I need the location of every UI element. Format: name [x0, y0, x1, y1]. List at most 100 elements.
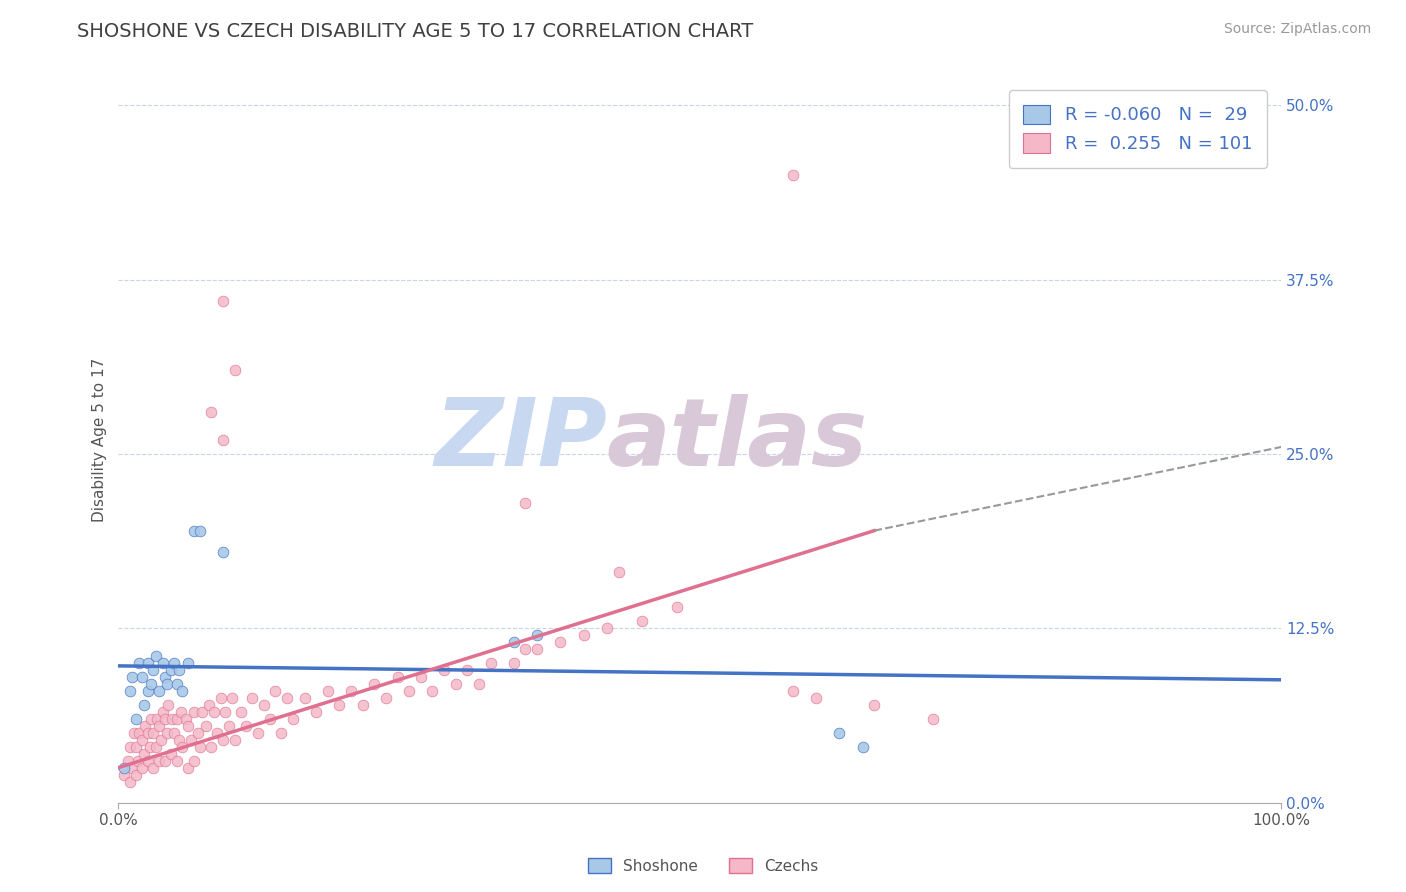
- Point: [163, 656, 186, 670]
- Point: [153, 754, 176, 768]
- Point: [433, 663, 456, 677]
- Point: [159, 747, 181, 761]
- Point: [183, 754, 205, 768]
- Point: [127, 754, 149, 768]
- Point: [136, 726, 159, 740]
- Point: [468, 677, 491, 691]
- Point: [152, 705, 174, 719]
- Point: [139, 739, 162, 754]
- Point: [131, 761, 153, 775]
- Point: [136, 754, 159, 768]
- Point: [180, 732, 202, 747]
- Point: [112, 761, 135, 775]
- Point: [316, 684, 339, 698]
- Point: [170, 705, 193, 719]
- Point: [398, 684, 420, 698]
- Point: [409, 670, 432, 684]
- Point: [146, 712, 169, 726]
- Point: [202, 705, 225, 719]
- Point: [156, 726, 179, 740]
- Point: [142, 761, 165, 775]
- Point: [131, 670, 153, 684]
- Point: [142, 663, 165, 677]
- Point: [246, 726, 269, 740]
- Point: [422, 684, 444, 698]
- Point: [134, 719, 156, 733]
- Point: [183, 524, 205, 538]
- Text: atlas: atlas: [607, 394, 868, 486]
- Point: [174, 712, 197, 726]
- Point: [515, 642, 537, 657]
- Point: [148, 719, 170, 733]
- Point: [235, 719, 257, 733]
- Point: [387, 670, 409, 684]
- Point: [276, 690, 298, 705]
- Point: [526, 642, 548, 657]
- Legend: Shoshone, Czechs: Shoshone, Czechs: [582, 852, 824, 880]
- Point: [177, 719, 200, 733]
- Point: [253, 698, 276, 712]
- Point: [153, 670, 176, 684]
- Point: [352, 698, 374, 712]
- Point: [270, 726, 292, 740]
- Point: [172, 684, 194, 698]
- Point: [550, 635, 572, 649]
- Point: [340, 684, 363, 698]
- Point: [665, 600, 688, 615]
- Point: [191, 705, 214, 719]
- Y-axis label: Disability Age 5 to 17: Disability Age 5 to 17: [93, 358, 107, 522]
- Point: [121, 761, 143, 775]
- Point: [188, 524, 211, 538]
- Point: [305, 705, 328, 719]
- Point: [363, 677, 385, 691]
- Point: [207, 726, 229, 740]
- Text: SHOSHONE VS CZECH DISABILITY AGE 5 TO 17 CORRELATION CHART: SHOSHONE VS CZECH DISABILITY AGE 5 TO 17…: [77, 22, 754, 41]
- Point: [132, 698, 155, 712]
- Point: [152, 656, 174, 670]
- Point: [125, 767, 148, 781]
- Point: [145, 649, 167, 664]
- Point: [596, 621, 619, 635]
- Point: [139, 677, 162, 691]
- Point: [139, 712, 162, 726]
- Point: [157, 698, 180, 712]
- Point: [117, 754, 139, 768]
- Point: [166, 712, 188, 726]
- Point: [212, 433, 235, 447]
- Point: [163, 726, 186, 740]
- Point: [186, 726, 208, 740]
- Point: [479, 656, 502, 670]
- Point: [328, 698, 350, 712]
- Point: [782, 684, 804, 698]
- Point: [200, 739, 222, 754]
- Point: [150, 732, 173, 747]
- Point: [502, 635, 524, 649]
- Point: [120, 739, 142, 754]
- Point: [502, 656, 524, 670]
- Point: [167, 732, 190, 747]
- Point: [145, 739, 167, 754]
- Point: [259, 712, 281, 726]
- Point: [240, 690, 263, 705]
- Point: [188, 739, 211, 754]
- Point: [221, 690, 243, 705]
- Point: [177, 761, 200, 775]
- Legend: R = -0.060   N =  29, R =  0.255   N = 101: R = -0.060 N = 29, R = 0.255 N = 101: [1008, 90, 1267, 168]
- Point: [444, 677, 467, 691]
- Point: [194, 719, 217, 733]
- Point: [456, 663, 478, 677]
- Point: [209, 690, 232, 705]
- Point: [125, 739, 148, 754]
- Point: [806, 690, 828, 705]
- Point: [159, 663, 181, 677]
- Point: [281, 712, 304, 726]
- Point: [136, 656, 159, 670]
- Point: [177, 656, 200, 670]
- Point: [125, 712, 148, 726]
- Point: [212, 293, 235, 308]
- Point: [166, 677, 188, 691]
- Point: [212, 544, 235, 558]
- Point: [526, 628, 548, 642]
- Point: [128, 726, 150, 740]
- Point: [218, 719, 240, 733]
